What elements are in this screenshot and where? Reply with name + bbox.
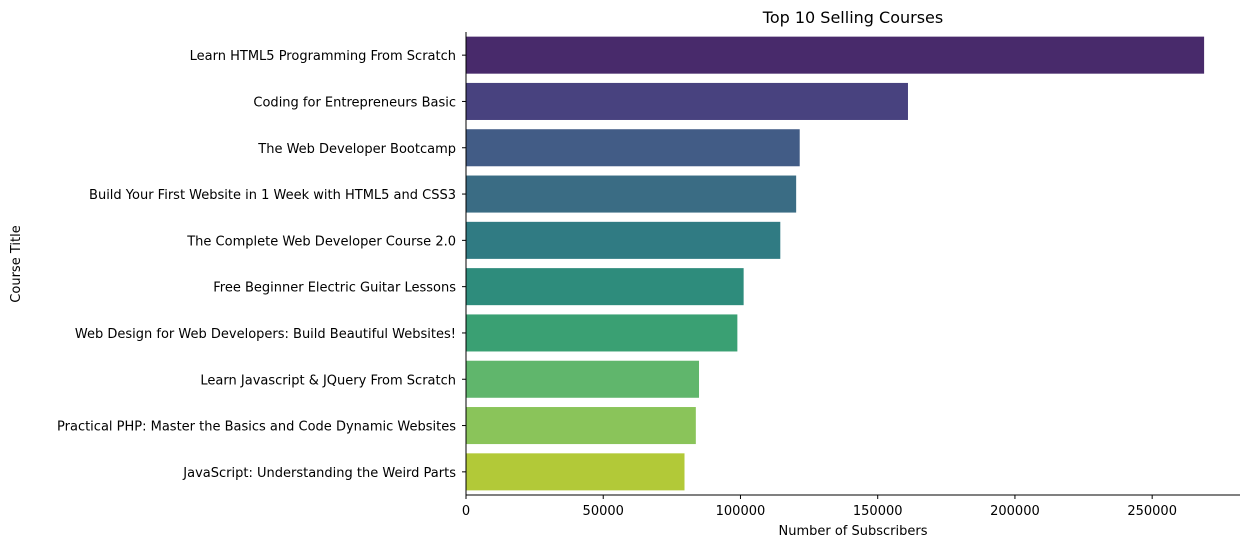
bar-8	[466, 360, 700, 398]
x-tick-label: 100000	[716, 504, 766, 519]
y-tick-label: The Complete Web Developer Course 2.0	[186, 234, 456, 249]
bar-7	[466, 314, 738, 352]
bar-4	[466, 175, 797, 213]
y-tick-label: Build Your First Website in 1 Week with …	[89, 188, 456, 203]
chart-title: Top 10 Selling Courses	[762, 8, 943, 27]
y-tick-labels: Learn HTML5 Programming From Scratch Codi…	[57, 49, 466, 481]
x-ticks: 0 50000 100000 150000 200000 250000	[462, 495, 1177, 519]
bar-2	[466, 82, 908, 120]
y-tick-label: JavaScript: Understanding the Weird Part…	[182, 466, 456, 481]
y-tick-label: Web Design for Web Developers: Build Bea…	[75, 327, 456, 342]
x-tick-label: 150000	[853, 504, 903, 519]
y-tick-label: Learn Javascript & JQuery From Scratch	[200, 373, 456, 388]
bar-3	[466, 129, 800, 167]
bar-10	[466, 453, 685, 491]
x-tick-label: 250000	[1127, 504, 1177, 519]
y-tick-label: Free Beginner Electric Guitar Lessons	[213, 281, 456, 296]
x-tick-label: 50000	[583, 504, 624, 519]
y-tick-label: The Web Developer Bootcamp	[257, 142, 456, 157]
y-tick-label: Practical PHP: Master the Basics and Cod…	[57, 420, 456, 435]
bars	[466, 36, 1205, 491]
bar-6	[466, 268, 744, 306]
x-tick-label: 200000	[990, 504, 1040, 519]
x-tick-label: 0	[462, 504, 470, 519]
bar-9	[466, 407, 696, 445]
x-axis-label: Number of Subscribers	[778, 524, 927, 539]
bar-5	[466, 221, 781, 259]
y-tick-label: Coding for Entrepreneurs Basic	[253, 95, 456, 110]
y-axis-label: Course Title	[9, 225, 24, 302]
y-tick-label: Learn HTML5 Programming From Scratch	[190, 49, 456, 64]
bar-1	[466, 36, 1205, 74]
